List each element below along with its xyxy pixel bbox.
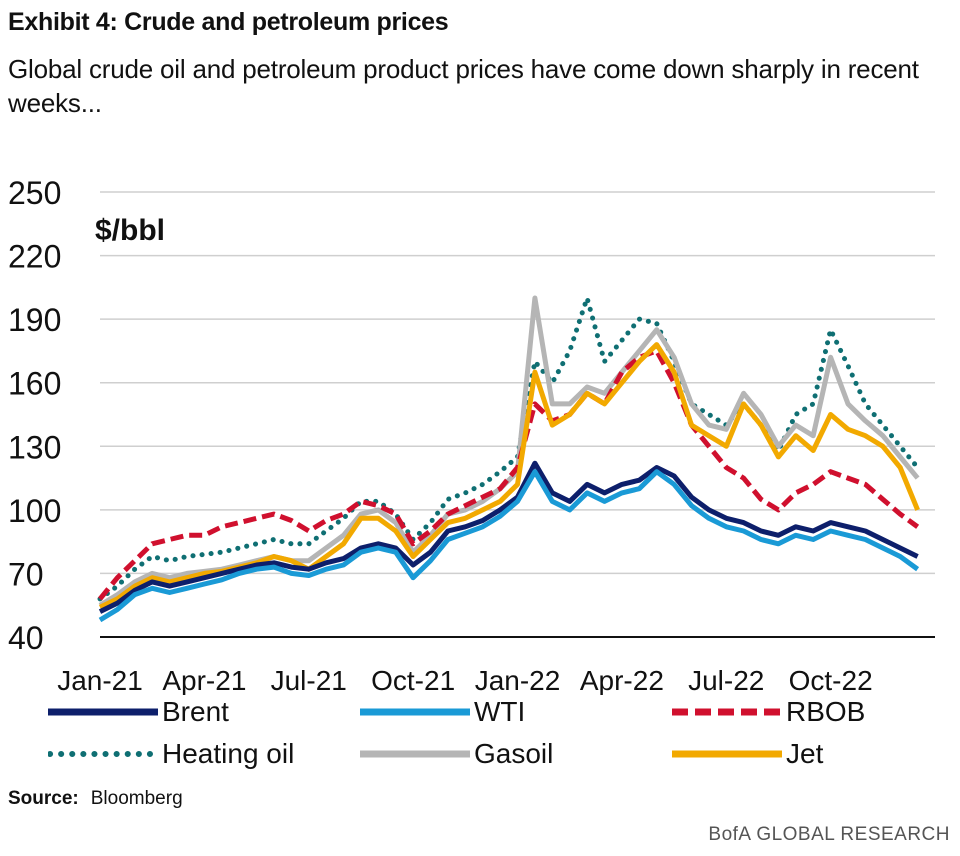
source-note: Source: Bloomberg [8, 788, 183, 810]
legend-item-brent: Brent [48, 692, 229, 732]
x-axis-ticks: Jan-21 Apr-21 Jul-21 Oct-21 Jan-22 Apr-22 Jul-… [57, 665, 872, 695]
y-axis-label: $/bbl [95, 214, 165, 247]
series-line-gasoil [98, 295, 920, 608]
legend-swatch-wti [360, 708, 470, 716]
series-line-wti [98, 469, 920, 623]
x-tick-label: Jul-22 [688, 665, 764, 695]
legend-item-rbob: RBOB [672, 692, 865, 732]
source-label: Source: [8, 788, 79, 809]
x-tick-label: Oct-21 [371, 665, 455, 695]
y-tick-label: 250 [8, 175, 61, 211]
series-line-brent [98, 460, 919, 614]
y-tick-label: 70 [8, 556, 44, 592]
series-line-rbob [98, 348, 920, 601]
legend-item-gasoil: Gasoil [360, 734, 553, 774]
legend-item-wti: WTI [360, 692, 525, 732]
legend-label-heating-oil: Heating oil [162, 738, 295, 769]
y-tick-label: 220 [8, 239, 61, 275]
legend-swatch-gasoil [360, 750, 470, 758]
y-tick-label: 190 [8, 302, 61, 338]
y-axis-ticks: 40 70 100 130 160 190 220 250 [8, 175, 61, 656]
legend-swatch-heating-oil [48, 751, 158, 757]
legend-label-gasoil: Gasoil [474, 738, 554, 769]
source-text: Bloomberg [90, 788, 183, 809]
series-lines [97, 295, 921, 623]
legend-swatch-brent [48, 708, 158, 716]
brand-logo-text: BofA GLOBAL RESEARCH [708, 824, 950, 845]
legend-label-wti: WTI [474, 696, 526, 727]
y-tick-label: 100 [8, 493, 61, 529]
x-tick-label: Apr-22 [580, 665, 664, 695]
x-tick-label: Jan-22 [475, 665, 561, 695]
x-tick-label: Jul-21 [271, 665, 347, 695]
x-tick-label: Jan-21 [57, 665, 143, 695]
legend-label-jet: Jet [786, 738, 824, 769]
x-tick-label: Apr-21 [162, 665, 246, 695]
legend-label-brent: Brent [162, 696, 229, 727]
chart-title: Exhibit 4: Crude and petroleum prices [8, 8, 449, 36]
y-tick-label: 160 [8, 366, 61, 402]
x-tick-label: Oct-22 [789, 665, 873, 695]
chart-subtitle: Global crude oil and petroleum product p… [8, 54, 919, 118]
y-tick-label: 40 [8, 620, 44, 656]
legend-item-jet: Jet [672, 734, 823, 774]
y-tick-label: 130 [8, 429, 61, 465]
grid-lines [100, 191, 935, 575]
legend: Brent WTI RBOB Heating oil Gasoil Jet [0, 692, 960, 782]
legend-label-rbob: RBOB [786, 696, 866, 727]
legend-item-heating-oil: Heating oil [48, 734, 294, 774]
line-chart: 40 70 100 130 160 190 220 250 Jan-21 Apr-21 Jul-2… [8, 175, 935, 695]
series-line-heating-oil [97, 295, 921, 602]
legend-swatch-rbob [672, 708, 782, 716]
legend-swatch-jet [672, 750, 782, 758]
